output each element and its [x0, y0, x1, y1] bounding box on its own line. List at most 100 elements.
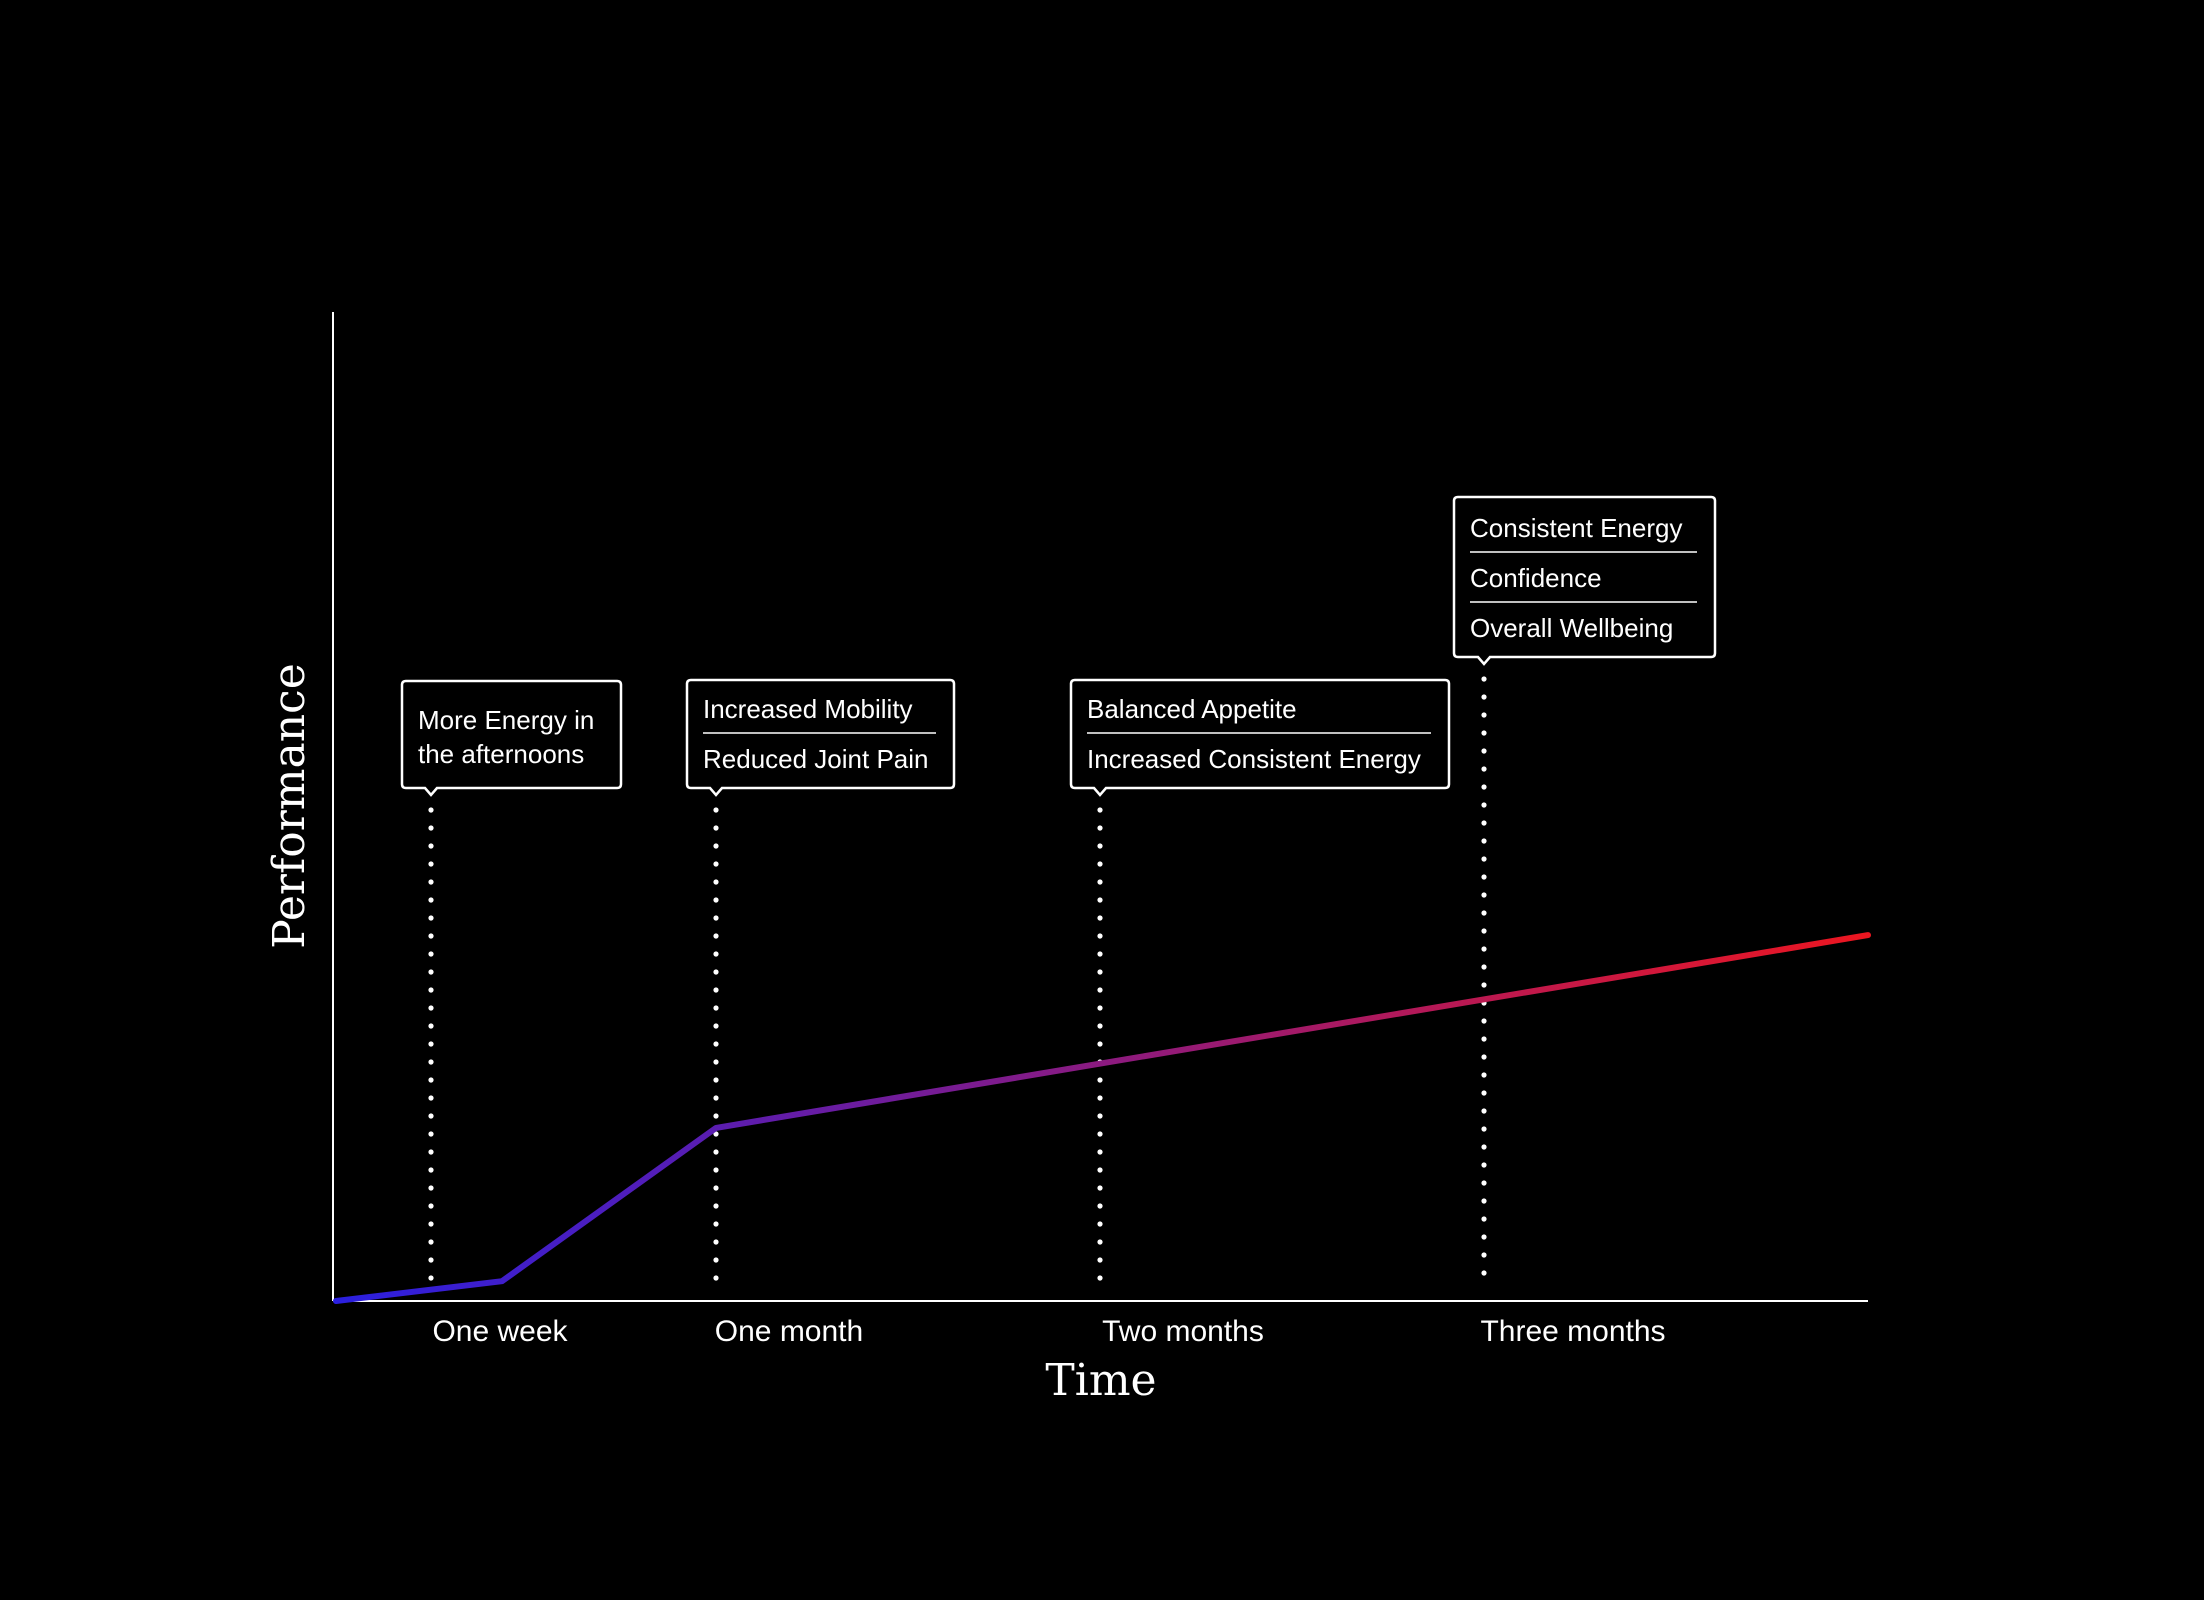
annotation-text: More Energy in the afternoons — [418, 705, 594, 769]
guide-dot-three-months — [1481, 1162, 1487, 1168]
guide-dot-one-month — [713, 969, 719, 975]
guide-dot-three-months — [1481, 712, 1487, 718]
guide-dot-two-months — [1097, 1005, 1103, 1011]
annotation-text: Reduced Joint Pain — [703, 744, 928, 774]
annotation-text: Overall Wellbeing — [1470, 613, 1673, 643]
guide-dot-two-months — [1097, 1131, 1103, 1137]
guide-dot-one-week — [428, 825, 434, 831]
annotation-box-frame — [1069, 678, 1451, 797]
guide-dot-three-months — [1481, 1018, 1487, 1024]
guide-dot-one-month — [713, 1275, 719, 1281]
annotation-text: Confidence — [1470, 563, 1602, 593]
guide-dot-two-months — [1097, 825, 1103, 831]
guide-dot-two-months — [1097, 1077, 1103, 1083]
guide-dot-one-week — [428, 1059, 434, 1065]
guide-dot-one-month — [713, 825, 719, 831]
guide-dot-three-months — [1481, 730, 1487, 736]
guide-dot-two-months — [1097, 1095, 1103, 1101]
guide-dot-one-week — [428, 1203, 434, 1209]
guide-dot-three-months — [1481, 1090, 1487, 1096]
annotation-text: Balanced Appetite — [1087, 694, 1297, 724]
guide-dot-one-week — [428, 1275, 434, 1281]
x-axis-title: Time — [1045, 1355, 1156, 1406]
guide-dot-three-months — [1481, 766, 1487, 772]
guide-dot-two-months — [1097, 1113, 1103, 1119]
performance-series-line — [333, 932, 1871, 1304]
guide-dot-one-week — [428, 1149, 434, 1155]
guide-dot-one-week — [428, 879, 434, 885]
guide-dot-three-months — [1481, 1216, 1487, 1222]
guide-dot-two-months — [1097, 843, 1103, 849]
guide-dot-three-months — [1481, 964, 1487, 970]
guide-dot-two-months — [1097, 897, 1103, 903]
guide-dot-one-week — [428, 843, 434, 849]
annotation-box-frame — [1452, 495, 1717, 666]
guide-dot-one-month — [713, 1257, 719, 1263]
annotation-text: Consistent Energy — [1470, 513, 1682, 543]
x-tick-label-one-month: One month — [715, 1315, 863, 1348]
guide-dot-one-week — [428, 1167, 434, 1173]
guide-dot-two-months — [1097, 1239, 1103, 1245]
guide-dot-one-month — [713, 1239, 719, 1245]
guide-dot-one-month — [713, 915, 719, 921]
guide-dot-one-month — [713, 1131, 719, 1137]
guide-dot-three-months — [1481, 928, 1487, 934]
guide-dot-three-months — [1481, 1144, 1487, 1150]
annotation-text: Increased Mobility — [703, 694, 913, 724]
guide-dot-one-week — [428, 951, 434, 957]
guide-dot-one-month — [713, 1167, 719, 1173]
guide-dot-three-months — [1481, 784, 1487, 790]
x-tick-label-one-week: One week — [432, 1315, 568, 1348]
guide-dot-one-month — [713, 843, 719, 849]
guide-dot-two-months — [1097, 1023, 1103, 1029]
guide-dot-three-months — [1481, 874, 1487, 880]
guide-dot-three-months — [1481, 1108, 1487, 1114]
guide-dot-three-months — [1481, 1072, 1487, 1078]
guide-dot-one-month — [713, 861, 719, 867]
guide-dot-three-months — [1481, 1180, 1487, 1186]
guide-dot-three-months — [1481, 1270, 1487, 1276]
guide-dot-two-months — [1097, 969, 1103, 975]
guide-dot-two-months — [1097, 1203, 1103, 1209]
guide-dot-two-months — [1097, 807, 1103, 813]
guide-dot-one-week — [428, 861, 434, 867]
guide-dot-three-months — [1481, 1252, 1487, 1258]
guide-dot-three-months — [1481, 820, 1487, 826]
guide-dot-three-months — [1481, 1198, 1487, 1204]
annotation-box-two-months: Balanced Appetite Increased Consistent En… — [1069, 678, 1451, 797]
guide-dot-one-week — [428, 1239, 434, 1245]
guide-dot-one-month — [713, 879, 719, 885]
annotation-box-three-months: Consistent Energy Confidence Overall Wellb… — [1452, 495, 1717, 666]
guide-dot-two-months — [1097, 987, 1103, 993]
guide-dot-one-month — [713, 1077, 719, 1083]
guide-dot-two-months — [1097, 1041, 1103, 1047]
guide-dot-three-months — [1481, 802, 1487, 808]
x-tick-labels: One week One month Two months Three months — [432, 1315, 1665, 1348]
guide-dot-three-months — [1481, 1054, 1487, 1060]
guide-dot-one-month — [713, 807, 719, 813]
guide-dot-three-months — [1481, 838, 1487, 844]
guide-dot-three-months — [1481, 676, 1487, 682]
guide-dot-three-months — [1481, 856, 1487, 862]
guide-dot-one-month — [713, 951, 719, 957]
guide-dot-three-months — [1481, 892, 1487, 898]
guide-dot-one-week — [428, 1131, 434, 1137]
guide-dot-two-months — [1097, 951, 1103, 957]
guide-dot-one-month — [713, 1221, 719, 1227]
guide-dot-one-week — [428, 1221, 434, 1227]
annotation-box-frame — [400, 679, 623, 797]
guide-dot-two-months — [1097, 879, 1103, 885]
guide-dot-one-month — [713, 1113, 719, 1119]
x-tick-label-two-months: Two months — [1102, 1315, 1264, 1348]
y-axis-title: Performance — [264, 663, 315, 948]
annotation-guides — [428, 676, 1487, 1281]
annotation-box-one-week: More Energy in the afternoons — [400, 679, 623, 797]
guide-dot-one-month — [713, 1149, 719, 1155]
guide-dot-one-week — [428, 1185, 434, 1191]
guide-dot-one-month — [713, 933, 719, 939]
guide-dot-three-months — [1481, 1234, 1487, 1240]
guide-dot-two-months — [1097, 1221, 1103, 1227]
annotation-box-frame — [685, 678, 956, 797]
x-tick-label-three-months: Three months — [1480, 1315, 1665, 1348]
guide-dot-two-months — [1097, 861, 1103, 867]
